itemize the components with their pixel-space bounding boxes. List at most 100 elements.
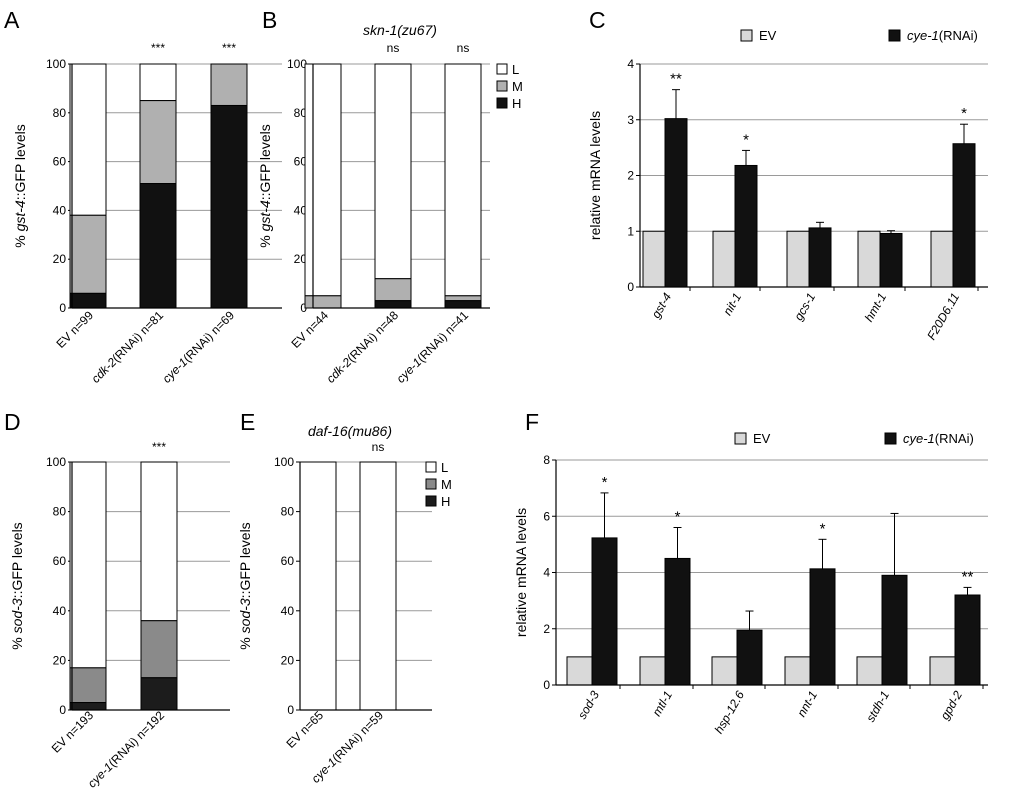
text-part: gst-4 bbox=[12, 200, 28, 231]
category-label: EV n=193 bbox=[49, 708, 97, 756]
y-axis-label: % sod-3::GFP levels bbox=[237, 522, 253, 649]
bar-segment-l bbox=[359, 461, 397, 711]
legend-swatch-rnai bbox=[888, 29, 901, 42]
legend-swatch bbox=[496, 80, 508, 92]
panel-title: daf-16(mu86) bbox=[308, 423, 392, 439]
significance-label: * bbox=[602, 474, 608, 491]
category-label: hmt-1 bbox=[862, 291, 889, 325]
bar-segment-h bbox=[139, 183, 177, 309]
y-tick-label: 0 bbox=[627, 280, 634, 294]
bar-ev bbox=[566, 656, 593, 686]
panel-letter: A bbox=[4, 7, 20, 33]
legend-label: H bbox=[441, 494, 450, 509]
panel-letter: C bbox=[589, 7, 606, 33]
text-part: gst-4 bbox=[257, 200, 273, 231]
bar-segment-m bbox=[444, 295, 482, 302]
category-label: F20D6.11 bbox=[924, 291, 962, 343]
text-part: cye-1 bbox=[907, 28, 939, 43]
bar-ev bbox=[930, 230, 954, 288]
bar-segment-h bbox=[210, 104, 248, 309]
y-tick-label: 60 bbox=[294, 155, 308, 169]
bar-segment-h bbox=[374, 300, 412, 309]
text-part: % bbox=[12, 231, 28, 247]
y-axis-label: % gst-4::GFP levels bbox=[257, 124, 273, 247]
text-part: sod-3 bbox=[9, 598, 25, 633]
legend-label-rnai: cye-1(RNAi) bbox=[907, 28, 978, 43]
significance-label: * bbox=[675, 509, 681, 526]
text-part: EV bbox=[753, 431, 771, 446]
bar-segment-m bbox=[374, 278, 412, 302]
y-tick-label: 4 bbox=[627, 57, 634, 71]
bar-ev bbox=[642, 230, 666, 288]
significance-label: ** bbox=[962, 568, 974, 585]
bar-segment-m bbox=[210, 63, 248, 106]
bar-segment-h bbox=[69, 292, 107, 309]
legend-swatch bbox=[425, 495, 437, 507]
legend-swatch-ev bbox=[734, 432, 747, 445]
significance-label: * bbox=[820, 520, 826, 537]
bar-segment-m bbox=[69, 667, 107, 704]
text-part: (RNAi) n=192 bbox=[106, 708, 168, 770]
category-label: gpd-2 bbox=[938, 688, 966, 722]
y-tick-label: 80 bbox=[294, 106, 308, 120]
text-part: ::GFP levels bbox=[257, 124, 273, 200]
bar-ev bbox=[712, 230, 736, 288]
category-label: cdk-2(RNAi) n=81 bbox=[89, 308, 167, 386]
bar-segment-l bbox=[304, 63, 342, 297]
bar-rnai bbox=[954, 594, 981, 686]
y-tick-label: 1 bbox=[627, 224, 634, 238]
category-label: EV n=44 bbox=[288, 308, 331, 351]
y-axis-label: % gst-4::GFP levels bbox=[12, 124, 28, 247]
bar-segment-l bbox=[374, 63, 412, 280]
y-tick-label: 0 bbox=[300, 301, 307, 315]
y-tick-label: 100 bbox=[274, 455, 294, 469]
bar-rnai bbox=[591, 537, 618, 686]
text-part: ::GFP levels bbox=[12, 124, 28, 200]
bar-ev bbox=[784, 656, 811, 686]
text-part: cye-1 bbox=[903, 431, 935, 446]
text-part: (RNAi) bbox=[939, 28, 978, 43]
bar-segment-h bbox=[444, 300, 482, 309]
y-tick-label: 20 bbox=[281, 653, 295, 667]
text-part: (RNAi) n=41 bbox=[414, 308, 471, 365]
category-label: mtl-1 bbox=[650, 689, 675, 719]
panel-letter: F bbox=[525, 409, 539, 435]
y-tick-label: 2 bbox=[627, 169, 634, 183]
y-tick-label: 3 bbox=[627, 113, 634, 127]
y-tick-label: 100 bbox=[46, 57, 66, 71]
y-tick-label: 100 bbox=[287, 57, 307, 71]
text-part: sod-3 bbox=[237, 598, 253, 633]
bar-ev bbox=[711, 656, 738, 686]
legend-swatch-ev bbox=[740, 29, 753, 42]
significance-label: *** bbox=[152, 440, 166, 454]
category-label: cye-1(RNAi) n=192 bbox=[85, 708, 168, 791]
bar-ev bbox=[639, 656, 666, 686]
y-tick-label: 0 bbox=[59, 703, 66, 717]
category-label: sod-3 bbox=[575, 688, 602, 721]
y-tick-label: 40 bbox=[281, 604, 295, 618]
category-label: hsp-12.6 bbox=[712, 688, 748, 736]
bar-rnai bbox=[808, 227, 832, 288]
bar-ev bbox=[857, 230, 881, 288]
text-part: (RNAi) n=48 bbox=[344, 308, 401, 365]
bar-ev bbox=[786, 230, 810, 288]
bar-segment-h bbox=[140, 677, 178, 711]
y-tick-label: 40 bbox=[53, 203, 67, 217]
panel-letter: B bbox=[262, 7, 277, 33]
legend-label: L bbox=[512, 62, 519, 77]
significance-label: ns bbox=[457, 41, 470, 55]
category-label: cdk-2(RNAi) n=48 bbox=[324, 308, 402, 386]
significance-label: ** bbox=[670, 71, 682, 88]
bar-segment-m bbox=[304, 295, 342, 309]
bar-segment-m bbox=[139, 100, 177, 185]
bar-rnai bbox=[664, 557, 691, 686]
y-tick-label: 0 bbox=[59, 301, 66, 315]
bar-segment-l bbox=[69, 63, 107, 216]
bar-segment-l bbox=[444, 63, 482, 297]
category-label: nnt-1 bbox=[794, 689, 820, 720]
